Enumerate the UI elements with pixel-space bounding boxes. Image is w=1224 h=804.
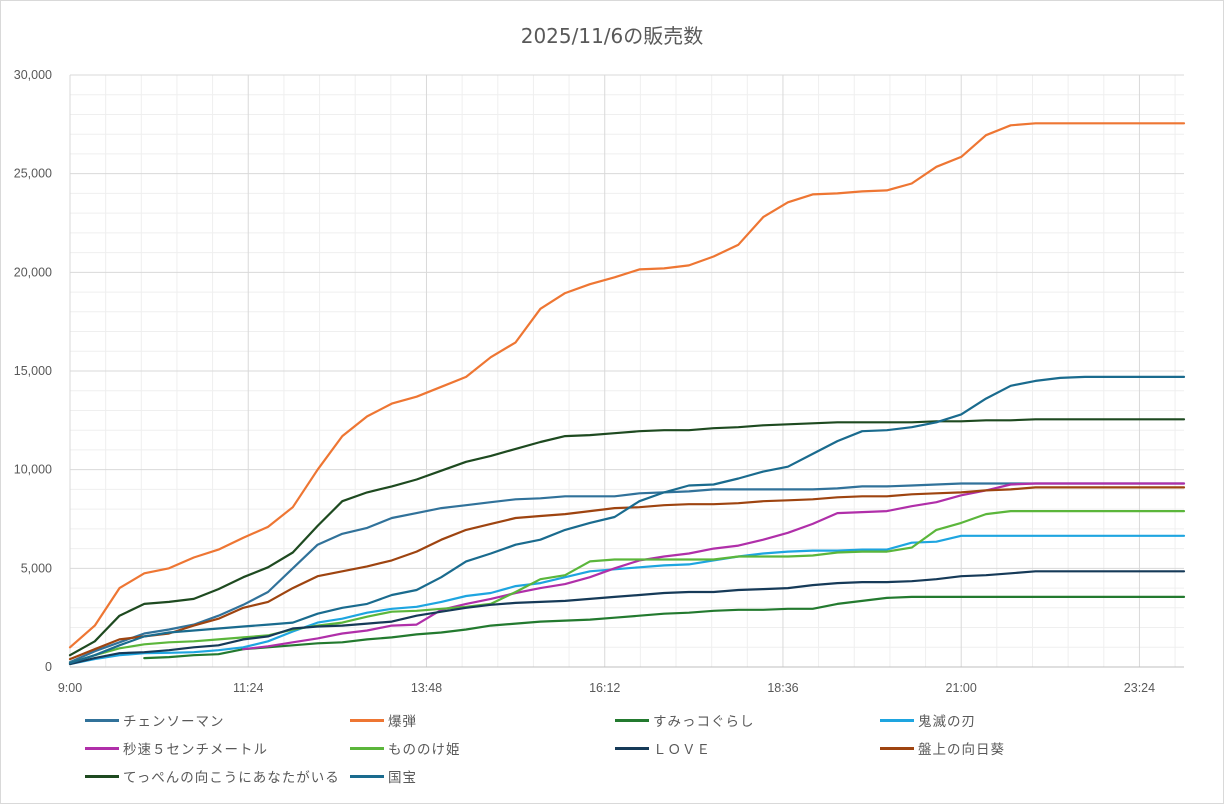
- legend-item: 鬼滅の刃: [880, 710, 976, 730]
- legend-item: すみっコぐらし: [615, 710, 755, 730]
- series-line-2: [143, 595, 1186, 660]
- x-tick-label: 18:36: [767, 681, 798, 695]
- legend-swatch-icon: [350, 718, 384, 722]
- series-line-8: [68, 418, 1186, 657]
- legend-item: ＬＯＶＥ: [615, 738, 711, 758]
- series-line-0: [68, 482, 1186, 664]
- legend-swatch-icon: [85, 718, 119, 722]
- legend-item: 国宝: [350, 766, 417, 786]
- legend-item: 爆弾: [350, 710, 417, 730]
- y-tick-label: 25,000: [14, 167, 52, 181]
- legend-swatch-icon: [85, 774, 119, 778]
- legend-label: 鬼滅の刃: [918, 714, 976, 730]
- series-line-1: [68, 122, 1186, 649]
- x-tick-label: 16:12: [589, 681, 620, 695]
- y-tick-label: 30,000: [14, 68, 52, 82]
- legend-swatch-icon: [350, 746, 384, 750]
- legend-swatch-icon: [615, 718, 649, 722]
- legend-swatch-icon: [880, 718, 914, 722]
- legend-item: 秒速５センチメートル: [85, 738, 268, 758]
- legend-item: もののけ姫: [350, 738, 461, 758]
- series-line-5: [68, 510, 1186, 665]
- legend-label: 国宝: [388, 770, 417, 786]
- y-tick-label: 10,000: [14, 463, 52, 477]
- legend-label: 爆弾: [388, 714, 417, 730]
- legend-item: てっぺんの向こうにあなたがいる: [85, 766, 340, 786]
- y-tick-label: 0: [45, 660, 52, 674]
- x-tick-label: 11:24: [233, 681, 263, 695]
- legend-label: ＬＯＶＥ: [653, 742, 711, 758]
- legend-label: もののけ姫: [388, 742, 461, 758]
- y-tick-label: 20,000: [14, 265, 52, 279]
- legend-swatch-icon: [85, 746, 119, 750]
- x-tick-label: 21:00: [946, 681, 977, 695]
- legend-label: てっぺんの向こうにあなたがいる: [123, 770, 340, 786]
- legend-label: すみっコぐらし: [653, 714, 755, 730]
- legend-swatch-icon: [615, 746, 649, 750]
- x-tick-label: 9:00: [58, 681, 82, 695]
- series-line-4: [242, 482, 1186, 651]
- y-tick-label: 15,000: [14, 364, 52, 378]
- y-tick-label: 5,000: [21, 561, 52, 575]
- legend-label: 秒速５センチメートル: [123, 742, 268, 758]
- x-tick-label: 13:48: [411, 681, 442, 695]
- series-line-6: [68, 570, 1186, 666]
- series-line-7: [68, 486, 1186, 661]
- legend-label: 盤上の向日葵: [918, 742, 1005, 758]
- legend-label: チェンソーマン: [123, 714, 225, 730]
- legend-swatch-icon: [350, 774, 384, 778]
- legend-item: 盤上の向日葵: [880, 738, 1005, 758]
- x-tick-label: 23:24: [1124, 681, 1155, 695]
- series-line-9: [68, 375, 1186, 665]
- series-line-3: [68, 534, 1186, 666]
- legend-swatch-icon: [880, 746, 914, 750]
- chart-title: 2025/11/6の販売数: [520, 24, 704, 48]
- legend-item: チェンソーマン: [85, 710, 225, 730]
